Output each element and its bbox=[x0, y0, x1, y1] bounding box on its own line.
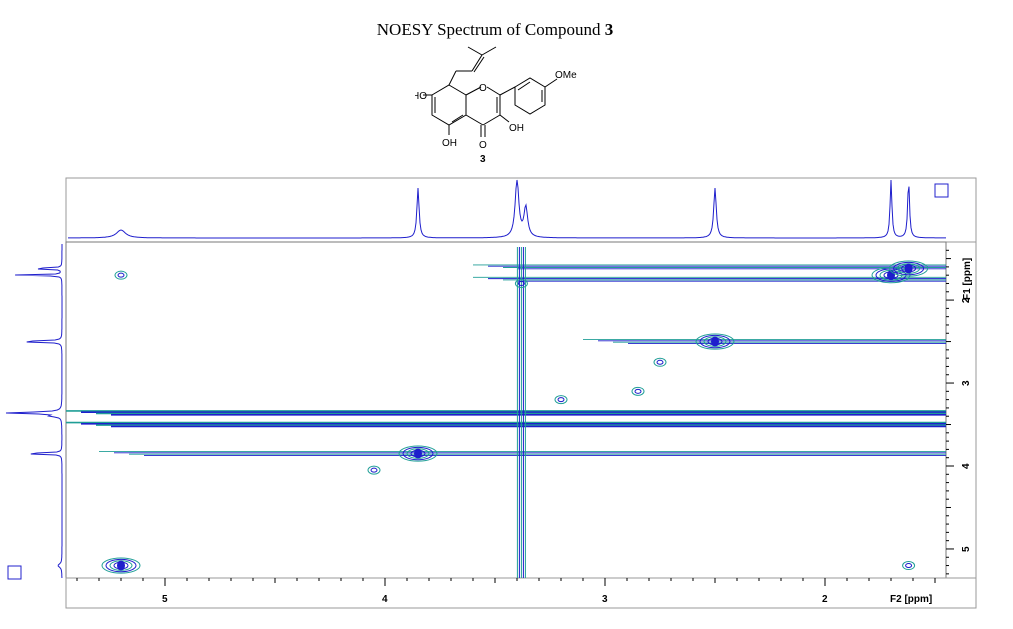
corner-box-bottom-left[interactable] bbox=[7, 565, 22, 580]
f1-axis: 2 3 4 5 bbox=[946, 249, 972, 575]
cross-peak bbox=[514, 278, 528, 288]
diagonal-peak-contour bbox=[398, 445, 438, 462]
outer-frame bbox=[65, 577, 977, 609]
corner-box-top-right[interactable] bbox=[934, 183, 949, 198]
ridge-layer bbox=[66, 247, 946, 578]
chemical-structure: HO OH OH O O OMe 3 bbox=[415, 46, 577, 165]
cross-peak-inner bbox=[370, 467, 378, 473]
carbonyl-oxygen-label: O bbox=[479, 140, 487, 151]
diagonal-peak-contour bbox=[402, 446, 434, 461]
cross-peak bbox=[631, 386, 645, 396]
title-text: NOESY Spectrum of Compound bbox=[376, 20, 605, 39]
f1-axis-label: F1 [ppm] bbox=[962, 258, 973, 300]
cross-peak-inner bbox=[634, 388, 642, 394]
ring-oxygen-label: O bbox=[479, 83, 487, 94]
compound-label: 3 bbox=[480, 154, 486, 165]
diagonal-peak-core bbox=[904, 263, 913, 274]
diagonal-peak-contour bbox=[889, 260, 929, 277]
f2-tick-label: 2 bbox=[822, 594, 828, 605]
f1-projection-trace bbox=[5, 244, 63, 578]
cross-peak bbox=[653, 357, 667, 367]
diagonal-peak-contour bbox=[699, 334, 731, 349]
f1-tick-label: 5 bbox=[961, 546, 972, 552]
ho-label: HO bbox=[415, 91, 427, 102]
cross-peak-inner bbox=[517, 280, 525, 286]
cross-peak-inner bbox=[656, 359, 664, 365]
f1-tick-label: 3 bbox=[961, 380, 972, 386]
f2-projection-trace bbox=[68, 179, 946, 239]
cross-peak bbox=[902, 561, 916, 571]
f2-axis-label: F2 [ppm] bbox=[890, 594, 932, 605]
top-projection-frame bbox=[65, 177, 977, 243]
diagonal-peak-core bbox=[117, 560, 125, 571]
f1-tick-label: 2 bbox=[961, 297, 972, 303]
diagonal-peak-core bbox=[711, 336, 719, 347]
f2-tick-label: 4 bbox=[382, 594, 388, 605]
diagonal-peak-contour bbox=[695, 333, 735, 350]
diagonal-peak-contour bbox=[101, 557, 141, 574]
ome-label: OMe bbox=[555, 70, 577, 81]
diagonal-peak-contour bbox=[105, 558, 137, 573]
chart-title: NOESY Spectrum of Compound 3 bbox=[0, 20, 990, 40]
f2-tick-label: 5 bbox=[162, 594, 168, 605]
plot-frame bbox=[65, 241, 947, 579]
cross-peak bbox=[367, 465, 381, 475]
title-compound-number: 3 bbox=[604, 20, 614, 39]
peak-layer bbox=[101, 260, 929, 574]
diagonal-peak-core bbox=[414, 448, 422, 459]
f2-tick-label: 3 bbox=[602, 594, 608, 605]
diagonal-peak-contour bbox=[875, 268, 907, 282]
cross-peak-inner bbox=[905, 563, 913, 569]
cross-peak bbox=[114, 270, 128, 280]
oh-5-label: OH bbox=[442, 138, 457, 149]
f2-axis: 5 4 3 2 bbox=[76, 578, 936, 605]
f1-tick-label: 4 bbox=[961, 463, 972, 469]
cross-peak bbox=[554, 395, 568, 405]
oh-3-label: OH bbox=[509, 123, 524, 134]
diagonal-peak-contour bbox=[893, 261, 925, 276]
cross-peak-inner bbox=[557, 397, 565, 403]
cross-peak-inner bbox=[117, 272, 125, 278]
